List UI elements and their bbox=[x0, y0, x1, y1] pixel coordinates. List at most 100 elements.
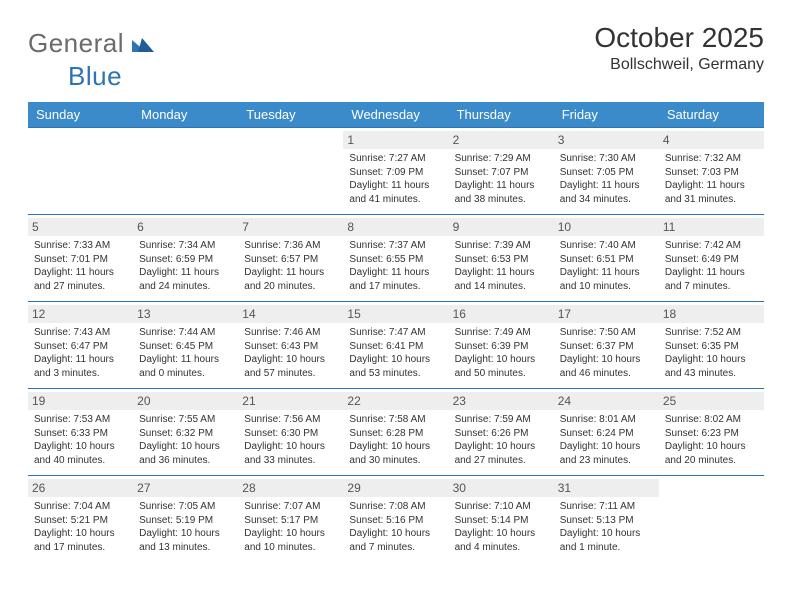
day-header-row: SundayMondayTuesdayWednesdayThursdayFrid… bbox=[28, 102, 764, 128]
calendar-day-cell: 9Sunrise: 7:39 AMSunset: 6:53 PMDaylight… bbox=[449, 215, 554, 302]
day-header: Sunday bbox=[28, 102, 133, 128]
sunrise-line: Sunrise: 7:10 AM bbox=[455, 501, 531, 512]
daylight-line: Daylight: 11 hours and 38 minutes. bbox=[455, 180, 535, 205]
sunset-line: Sunset: 6:55 PM bbox=[349, 254, 423, 265]
calendar-empty-cell bbox=[659, 476, 764, 563]
day-number: 17 bbox=[554, 305, 659, 323]
sunset-line: Sunset: 6:28 PM bbox=[349, 428, 423, 439]
sunset-line: Sunset: 6:23 PM bbox=[665, 428, 739, 439]
day-info: Sunrise: 7:46 AMSunset: 6:43 PMDaylight:… bbox=[244, 326, 337, 380]
sunset-line: Sunset: 6:59 PM bbox=[139, 254, 213, 265]
sunrise-line: Sunrise: 7:49 AM bbox=[455, 327, 531, 338]
sunrise-line: Sunrise: 7:37 AM bbox=[349, 240, 425, 251]
day-number: 13 bbox=[133, 305, 238, 323]
day-header: Monday bbox=[133, 102, 238, 128]
daylight-line: Daylight: 11 hours and 3 minutes. bbox=[34, 354, 114, 379]
sunrise-line: Sunrise: 7:52 AM bbox=[665, 327, 741, 338]
sunset-line: Sunset: 7:07 PM bbox=[455, 167, 529, 178]
sunset-line: Sunset: 6:47 PM bbox=[34, 341, 108, 352]
day-header: Saturday bbox=[659, 102, 764, 128]
day-info: Sunrise: 7:58 AMSunset: 6:28 PMDaylight:… bbox=[349, 413, 442, 467]
daylight-line: Daylight: 10 hours and 7 minutes. bbox=[349, 528, 430, 553]
day-info: Sunrise: 7:37 AM Sunset: 6:55 PM Daylight:… bbox=[349, 239, 442, 293]
calendar-table: SundayMondayTuesdayWednesdayThursdayFrid… bbox=[28, 102, 764, 562]
daylight-line: Daylight: 10 hours and 4 minutes. bbox=[455, 528, 536, 553]
day-header: Thursday bbox=[449, 102, 554, 128]
daylight-line: Daylight: 11 hours and 27 minutes. bbox=[34, 267, 114, 292]
month-title: October 2025 bbox=[594, 22, 764, 54]
sunset-line: Sunset: 6:24 PM bbox=[560, 428, 634, 439]
day-number: 28 bbox=[238, 479, 343, 497]
sunrise-line: Sunrise: 7:56 AM bbox=[244, 414, 320, 425]
day-info: Sunrise: 7:40 AMSunset: 6:51 PMDaylight:… bbox=[560, 239, 653, 293]
day-number: 11 bbox=[659, 218, 764, 236]
calendar-day-cell: 23Sunrise: 7:59 AMSunset: 6:26 PMDayligh… bbox=[449, 389, 554, 476]
calendar-day-cell: 26Sunrise: 7:04 AMSunset: 5:21 PMDayligh… bbox=[28, 476, 133, 563]
sunset-line: Sunset: 6:45 PM bbox=[139, 341, 213, 352]
sunset-line: Sunset: 6:37 PM bbox=[560, 341, 634, 352]
calendar-day-cell: 15Sunrise: 7:47 AMSunset: 6:41 PMDayligh… bbox=[343, 302, 448, 389]
day-info: Sunrise: 7:27 AMSunset: 7:09 PMDaylight:… bbox=[349, 152, 442, 206]
calendar-page: General Blue October 2025 Bollschweil, G… bbox=[0, 0, 792, 562]
daylight-line: Daylight: 10 hours and 43 minutes. bbox=[665, 354, 746, 379]
calendar-day-cell: 4Sunrise: 7:32 AMSunset: 7:03 PMDaylight… bbox=[659, 128, 764, 215]
daylight-line: Daylight: 10 hours and 46 minutes. bbox=[560, 354, 641, 379]
calendar-empty-cell bbox=[238, 128, 343, 215]
daylight-line: Daylight: 10 hours and 30 minutes. bbox=[349, 441, 430, 466]
day-number: 5 bbox=[28, 218, 133, 236]
day-info: Sunrise: 7:56 AMSunset: 6:30 PMDaylight:… bbox=[244, 413, 337, 467]
logo-part1: General bbox=[28, 28, 124, 58]
calendar-day-cell: 19Sunrise: 7:53 AMSunset: 6:33 PMDayligh… bbox=[28, 389, 133, 476]
sunrise-line: Sunrise: 8:01 AM bbox=[560, 414, 636, 425]
sunrise-line: Sunrise: 7:55 AM bbox=[139, 414, 215, 425]
daylight-line: Daylight: 11 hours and 24 minutes. bbox=[139, 267, 219, 292]
calendar-empty-cell bbox=[133, 128, 238, 215]
sunset-line: Sunset: 5:16 PM bbox=[349, 515, 423, 526]
day-info: Sunrise: 8:01 AMSunset: 6:24 PMDaylight:… bbox=[560, 413, 653, 467]
day-info: Sunrise: 7:47 AMSunset: 6:41 PMDaylight:… bbox=[349, 326, 442, 380]
calendar-day-cell: 27 Sunrise: 7:05 AMSunset: 5:19 PMDayligh… bbox=[133, 476, 238, 563]
day-info: Sunrise: 7:39 AMSunset: 6:53 PMDaylight:… bbox=[455, 239, 548, 293]
calendar-day-cell: 20Sunrise: 7:55 AMSunset: 6:32 PMDayligh… bbox=[133, 389, 238, 476]
sunrise-line: Sunrise: 7:46 AM bbox=[244, 327, 320, 338]
daylight-line: Daylight: 11 hours and 17 minutes. bbox=[349, 267, 429, 292]
calendar-day-cell: 11 Sunrise: 7:42 AMSunset: 6:49 PMDayligh… bbox=[659, 215, 764, 302]
calendar-day-cell: 10Sunrise: 7:40 AMSunset: 6:51 PMDayligh… bbox=[554, 215, 659, 302]
day-info: Sunrise: 7:04 AMSunset: 5:21 PMDaylight:… bbox=[34, 500, 127, 554]
day-info: Sunrise: 7:33 AMSunset: 7:01 PMDaylight:… bbox=[34, 239, 127, 293]
sunset-line: Sunset: 6:51 PM bbox=[560, 254, 634, 265]
sunrise-line: Sunrise: 7:08 AM bbox=[349, 501, 425, 512]
sunrise-line: Sunrise: 7:11 AM bbox=[560, 501, 635, 512]
sunset-line: Sunset: 6:32 PM bbox=[139, 428, 213, 439]
sunset-line: Sunset: 6:49 PM bbox=[665, 254, 739, 265]
daylight-line: Daylight: 11 hours and 34 minutes. bbox=[560, 180, 640, 205]
day-info: Sunrise: 7:42 AMSunset: 6:49 PMDaylight:… bbox=[665, 239, 758, 293]
calendar-day-cell: 28 Sunrise: 7:07 AMSunset: 5:17 PMDayligh… bbox=[238, 476, 343, 563]
day-info: Sunrise: 7:11 AMSunset: 5:13 PMDaylight:… bbox=[560, 500, 653, 554]
calendar-day-cell: 2Sunrise: 7:29 AMSunset: 7:07 PMDaylight… bbox=[449, 128, 554, 215]
sunrise-line: Sunrise: 7:44 AM bbox=[139, 327, 215, 338]
sunset-line: Sunset: 6:35 PM bbox=[665, 341, 739, 352]
calendar-day-cell: 25Sunrise: 8:02 AMSunset: 6:23 PMDayligh… bbox=[659, 389, 764, 476]
day-info: Sunrise: 8:02 AMSunset: 6:23 PMDaylight:… bbox=[665, 413, 758, 467]
daylight-line: Daylight: 10 hours and 40 minutes. bbox=[34, 441, 115, 466]
daylight-line: Daylight: 10 hours and 53 minutes. bbox=[349, 354, 430, 379]
sunset-line: Sunset: 7:03 PM bbox=[665, 167, 739, 178]
day-number: 7 bbox=[238, 218, 343, 236]
day-number: 22 bbox=[343, 392, 448, 410]
sunset-line: Sunset: 6:41 PM bbox=[349, 341, 423, 352]
calendar-day-cell: 3Sunrise: 7:30 AMSunset: 7:05 PMDaylight… bbox=[554, 128, 659, 215]
day-info: Sunrise: 7:29 AMSunset: 7:07 PMDaylight:… bbox=[455, 152, 548, 206]
day-number: 31 bbox=[554, 479, 659, 497]
day-info: Sunrise: 7:50 AMSunset: 6:37 PMDaylight:… bbox=[560, 326, 653, 380]
day-info: Sunrise: 7:07 AMSunset: 5:17 PMDaylight:… bbox=[244, 500, 337, 554]
day-header: Tuesday bbox=[238, 102, 343, 128]
day-info: Sunrise: 7:05 AMSunset: 5:19 PMDaylight:… bbox=[139, 500, 232, 554]
sunrise-line: Sunrise: 7:43 AM bbox=[34, 327, 110, 338]
day-number: 6 bbox=[133, 218, 238, 236]
day-number: 19 bbox=[28, 392, 133, 410]
sunset-line: Sunset: 6:26 PM bbox=[455, 428, 529, 439]
day-number: 14 bbox=[238, 305, 343, 323]
day-number: 30 bbox=[449, 479, 554, 497]
day-number: 27 bbox=[133, 479, 238, 497]
